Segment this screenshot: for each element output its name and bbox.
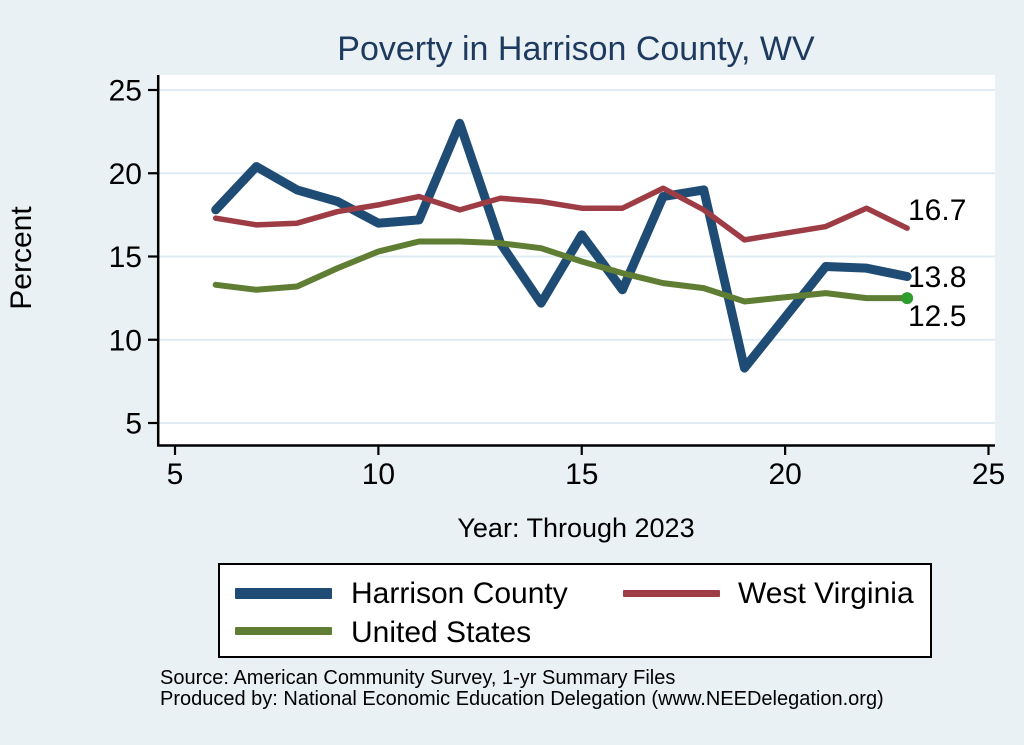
x-tick-label: 10	[362, 458, 395, 491]
legend-label-harrison-county: Harrison County	[351, 577, 568, 610]
x-tick-label: 5	[167, 458, 184, 491]
produced-by-line: Produced by: National Economic Education…	[160, 687, 884, 710]
y-tick-label: 5	[125, 408, 142, 441]
end-label-west-virginia: 16.7	[908, 194, 967, 228]
y-tick-label: 25	[109, 75, 142, 108]
end-point-marker	[901, 292, 914, 305]
legend-swatch-united-states	[235, 627, 332, 635]
series-line-harrison-county	[211, 118, 912, 373]
x-tick-label: 15	[565, 458, 598, 491]
chart-title: Poverty in Harrison County, WV	[337, 30, 815, 68]
y-tick-label: 10	[109, 324, 142, 357]
end-label-united-states: 12.5	[908, 300, 967, 334]
source-note: Source: American Community Survey, 1-yr …	[160, 668, 884, 709]
series-line-west-virginia	[212, 185, 910, 243]
x-tick-label: 25	[972, 458, 1005, 491]
legend: Harrison County West Virginia United Sta…	[218, 563, 932, 658]
series-line-united-states	[212, 238, 911, 305]
legend-label-united-states: United States	[351, 616, 532, 649]
y-tick-label: 15	[109, 241, 142, 274]
legend-swatch-harrison-county	[235, 588, 332, 599]
x-axis-title: Year: Through 2023	[457, 513, 695, 543]
y-axis-title: Percent	[5, 206, 38, 310]
legend-label-west-virginia: West Virginia	[738, 577, 914, 610]
source-line: Source: American Community Survey, 1-yr …	[160, 667, 676, 689]
end-label-harrison-county: 13.8	[908, 261, 967, 295]
legend-swatch-west-virginia	[623, 590, 720, 597]
x-tick-label: 20	[768, 458, 801, 491]
y-tick-label: 20	[109, 158, 142, 191]
